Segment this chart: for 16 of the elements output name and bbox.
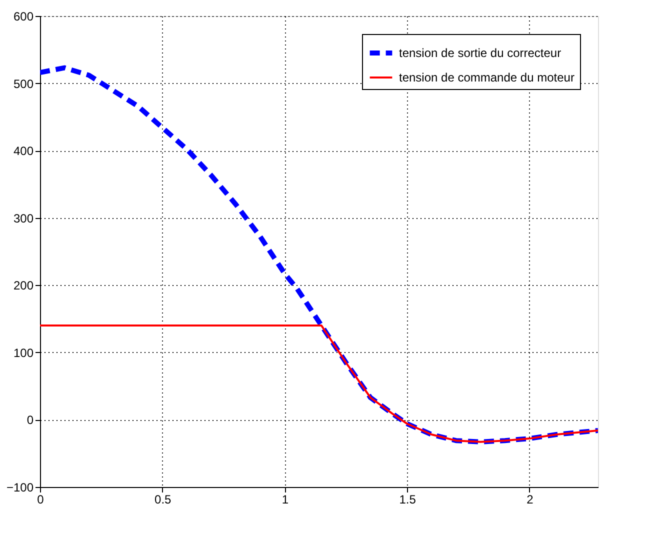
legend-label: tension de commande du moteur	[399, 70, 574, 84]
y-tick-label: 200	[13, 278, 34, 293]
x-tick-label: 1.5	[399, 492, 416, 506]
x-tick-label: 0.5	[154, 492, 172, 506]
y-tick-label: 300	[13, 211, 34, 226]
legend-label: tension de sortie du correcteur	[399, 46, 562, 60]
x-tick-label: 2	[526, 492, 534, 506]
y-tick-label: 600	[13, 10, 34, 24]
y-tick-label: 500	[13, 76, 34, 91]
y-tick-label: 400	[13, 144, 34, 158]
y-tick-label: 100	[13, 346, 34, 360]
line-series	[40, 324, 598, 443]
x-tick-label: 1	[282, 492, 289, 506]
y-tick-label: −100	[6, 480, 34, 494]
y-tick-label: 0	[26, 413, 34, 428]
x-tick-label: 0	[37, 492, 44, 506]
